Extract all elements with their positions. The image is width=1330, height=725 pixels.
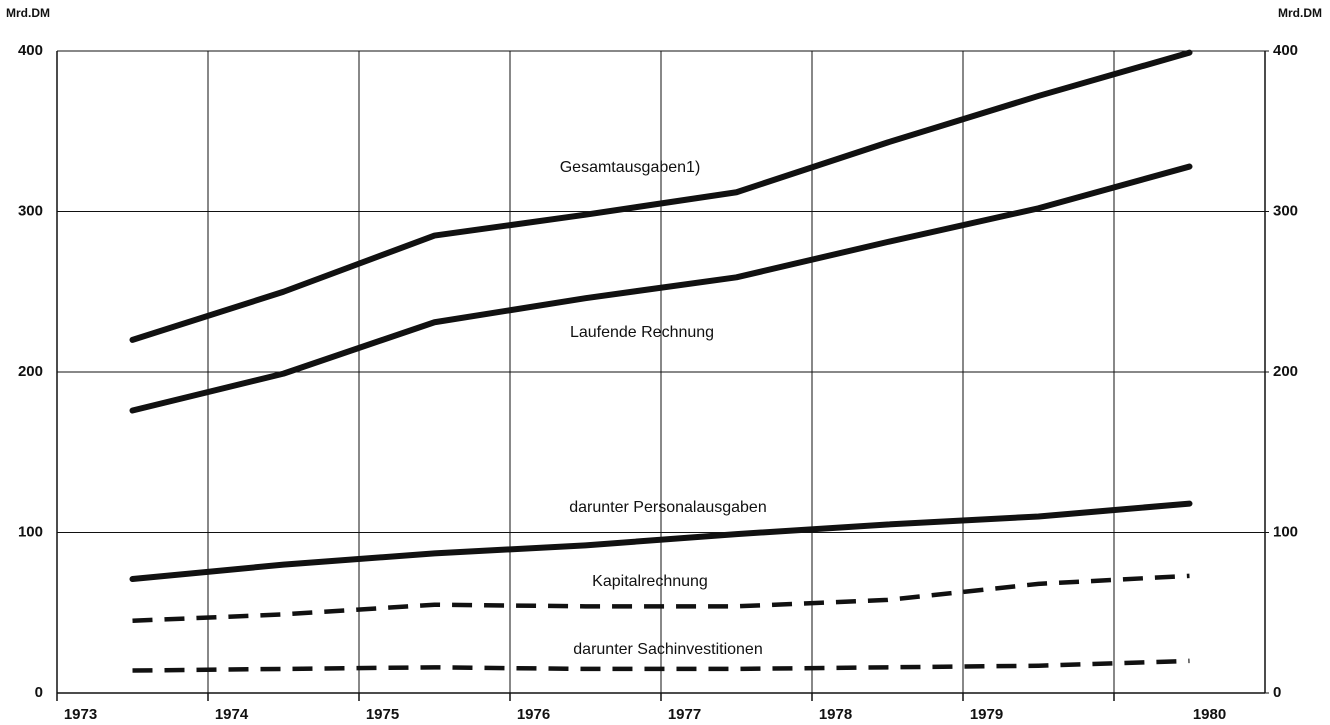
- series-label: darunter Sachinvestitionen: [573, 641, 762, 658]
- line-series: [129, 163, 1193, 414]
- y-tick-label: 300: [18, 202, 43, 219]
- y2-tick-label: 200: [1273, 363, 1298, 380]
- x-tick-label: 1975: [366, 706, 399, 723]
- y2-axis-label: Mrd.DM: [1278, 6, 1322, 20]
- y2-tick-label: 300: [1273, 202, 1298, 219]
- x-tick-label: 1973: [64, 706, 97, 723]
- series-label: Laufende Rechnung: [570, 324, 714, 341]
- x-tick-label: 1976: [517, 706, 550, 723]
- y2-tick-label: 100: [1273, 523, 1298, 540]
- x-tick-label: 1980: [1193, 706, 1226, 723]
- x-tick-label: 1979: [970, 706, 1003, 723]
- line-series: [129, 500, 1193, 583]
- series-label: darunter Personalausgaben: [569, 499, 766, 516]
- line-series: [132, 658, 1190, 673]
- y-tick-label: 200: [18, 363, 43, 380]
- y-tick-label: 0: [35, 684, 43, 701]
- x-tick-label: 1978: [819, 706, 852, 723]
- y2-tick-label: 400: [1273, 42, 1298, 59]
- x-tick-label: 1977: [668, 706, 701, 723]
- x-tick-label: 1974: [215, 706, 249, 723]
- series-label: Kapitalrechnung: [592, 573, 708, 590]
- line-series: [132, 573, 1190, 624]
- y-axis-label: Mrd.DM: [6, 6, 50, 20]
- y-tick-label: 100: [18, 523, 43, 540]
- y-tick-label: 400: [18, 42, 43, 59]
- y2-tick-label: 0: [1273, 684, 1281, 701]
- series-label: Gesamtausgaben1): [560, 159, 701, 176]
- line-series: [129, 49, 1193, 343]
